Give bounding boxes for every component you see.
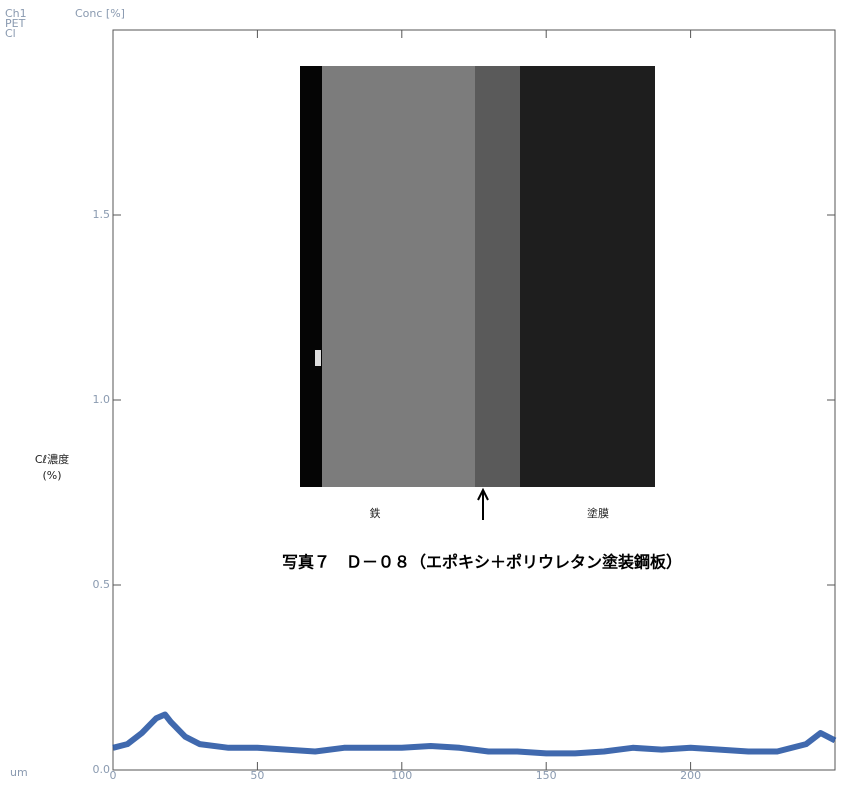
photo bbox=[300, 66, 655, 487]
data-line bbox=[112, 711, 837, 757]
photo-label: 鉄 bbox=[370, 506, 381, 520]
y-tick-label: 1.0 bbox=[93, 393, 111, 406]
channel-label: Ch1 bbox=[5, 7, 27, 20]
x-tick-label: 50 bbox=[250, 769, 264, 782]
y-axis-title: Conc [%] bbox=[75, 7, 125, 20]
photo-interface bbox=[475, 66, 520, 487]
channel-label: PET bbox=[5, 17, 26, 30]
arrow bbox=[477, 487, 489, 520]
x-tick-label: 150 bbox=[536, 769, 557, 782]
y-label: Cℓ濃度 bbox=[35, 452, 69, 466]
photo-strip bbox=[300, 66, 322, 487]
y-label-unit: (%) bbox=[42, 469, 61, 482]
y-tick-label: 0.0 bbox=[93, 763, 111, 776]
x-tick-label: 100 bbox=[391, 769, 412, 782]
photo-label: 塗膜 bbox=[587, 506, 609, 520]
y-tick-label: 0.5 bbox=[93, 578, 111, 591]
x-tick-label: 0 bbox=[110, 769, 117, 782]
x-axis-unit: um bbox=[10, 766, 28, 779]
channel-label: Cl bbox=[5, 27, 16, 40]
y-tick-label: 1.5 bbox=[93, 208, 111, 221]
photo-iron bbox=[322, 66, 475, 487]
caption: 写真７ Ｄ－０８（エポキシ＋ポリウレタン塗装鋼板） bbox=[282, 553, 682, 572]
x-tick-label: 200 bbox=[680, 769, 701, 782]
photo-marker bbox=[315, 350, 321, 366]
